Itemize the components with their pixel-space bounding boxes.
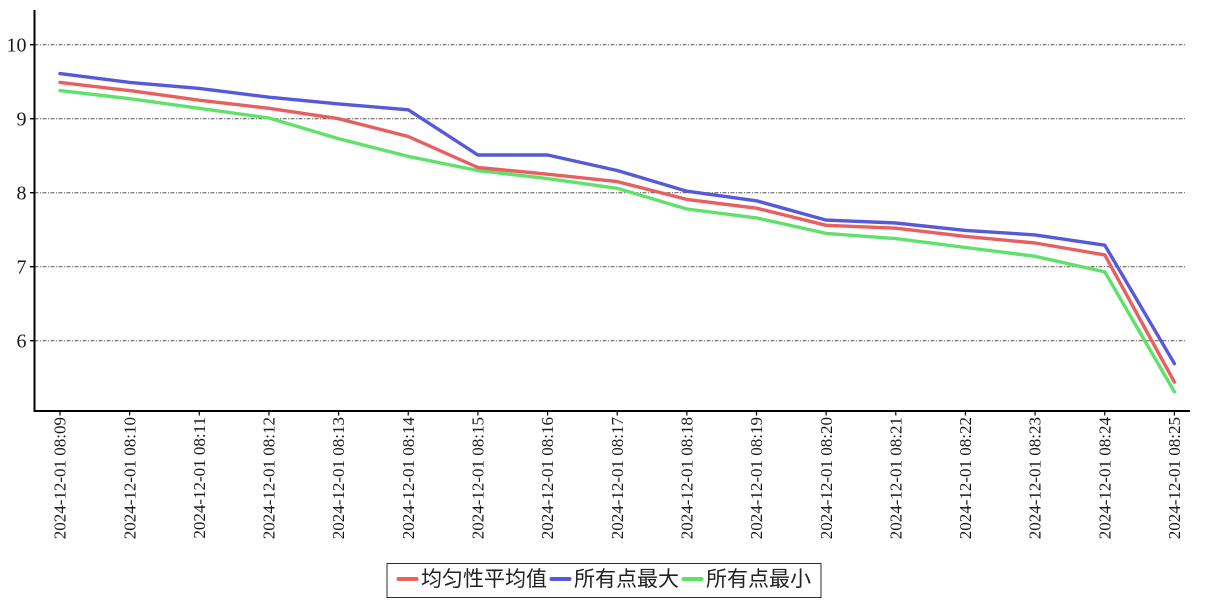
legend-item-min: 所有点最小 <box>681 567 811 592</box>
x-axis-label-16: 2024-12-01 08:25 <box>1165 417 1184 539</box>
x-axis-label-5: 2024-12-01 08:14 <box>399 417 418 540</box>
x-axis-label-4: 2024-12-01 08:13 <box>329 417 348 539</box>
x-axis-label-12: 2024-12-01 08:21 <box>886 417 905 539</box>
x-axis-label-2: 2024-12-01 08:11 <box>190 417 209 539</box>
legend-item-average: 均匀性平均值 <box>396 567 547 592</box>
legend-swatch-average <box>396 577 418 582</box>
x-axis-label-6: 2024-12-01 08:15 <box>469 417 488 539</box>
y-axis-label-9: 9 <box>17 108 27 130</box>
legend-swatch-max <box>549 577 571 582</box>
y-axis-label-6: 6 <box>17 330 27 352</box>
y-axis-label-10: 10 <box>7 34 27 56</box>
x-axis-label-14: 2024-12-01 08:23 <box>1026 417 1045 539</box>
legend-swatch-min <box>681 577 703 582</box>
x-axis-label-1: 2024-12-01 08:10 <box>120 417 139 539</box>
legend-label-max: 所有点最大 <box>574 566 679 591</box>
series-line-0 <box>58 80 1177 384</box>
series-line-2 <box>58 88 1177 394</box>
legend-item-max: 所有点最大 <box>549 567 679 592</box>
series-line-1 <box>58 71 1177 366</box>
x-axis-label-11: 2024-12-01 08:20 <box>817 417 836 539</box>
legend-label-min: 所有点最小 <box>706 566 811 591</box>
x-axis-label-13: 2024-12-01 08:22 <box>956 417 975 539</box>
x-axis-label-8: 2024-12-01 08:17 <box>608 417 627 540</box>
x-axis-label-15: 2024-12-01 08:24 <box>1095 417 1114 540</box>
y-axis-label-8: 8 <box>17 182 27 204</box>
x-axis-label-3: 2024-12-01 08:12 <box>260 417 279 539</box>
y-axis-label-7: 7 <box>17 256 27 278</box>
x-axis-label-10: 2024-12-01 08:19 <box>747 417 766 539</box>
legend-label-average: 均匀性平均值 <box>421 566 547 591</box>
x-axis-label-7: 2024-12-01 08:16 <box>538 417 557 539</box>
x-axis-label-9: 2024-12-01 08:18 <box>677 417 696 539</box>
legend: 均匀性平均值 所有点最大 所有点最小 <box>386 562 821 598</box>
x-axis-label-0: 2024-12-01 08:09 <box>51 417 70 539</box>
